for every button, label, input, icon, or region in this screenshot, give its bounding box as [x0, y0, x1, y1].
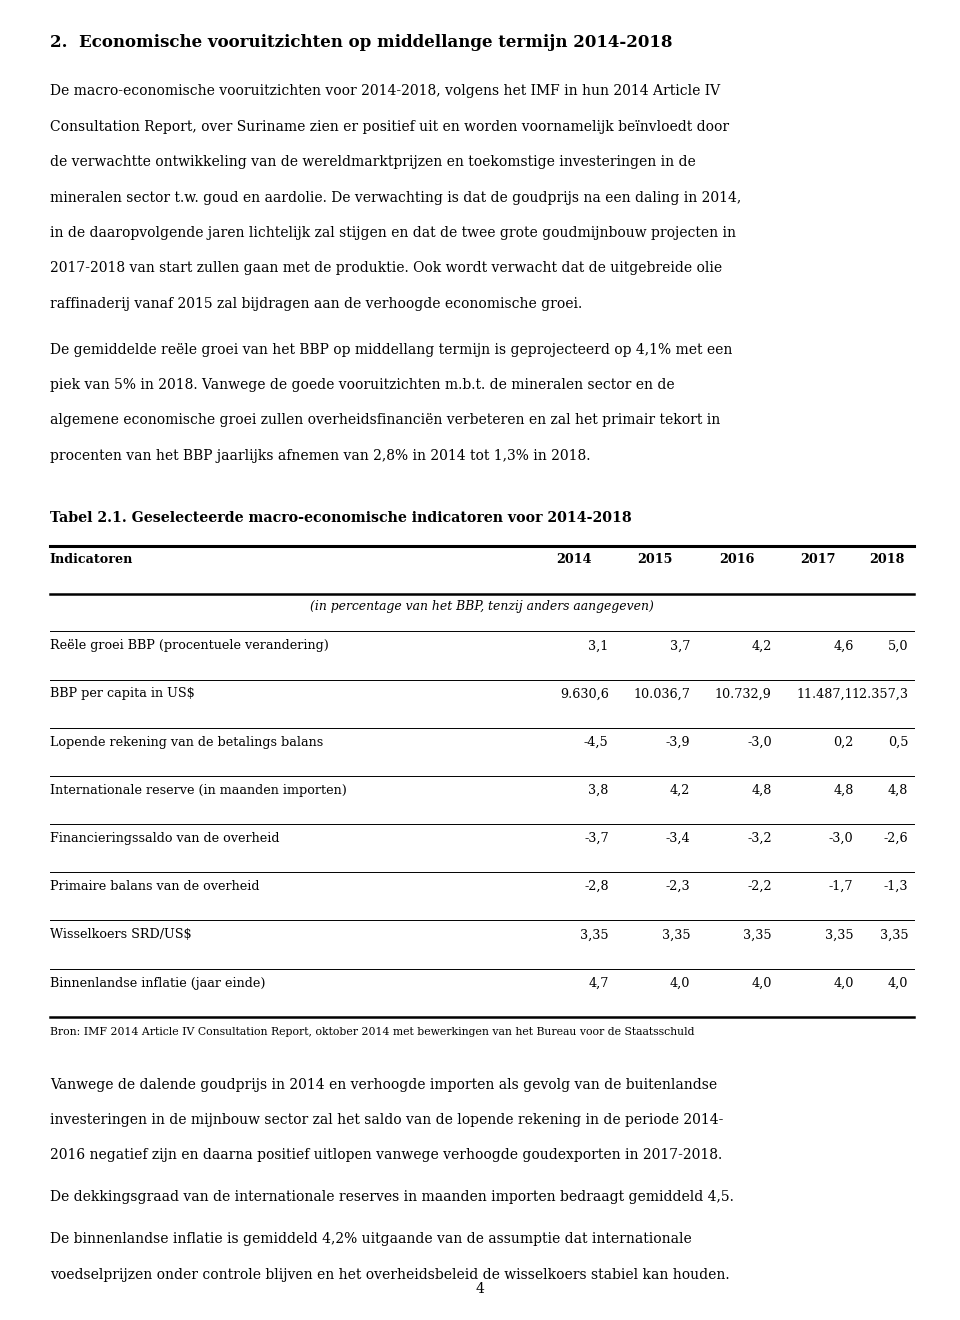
- Text: -2,2: -2,2: [747, 880, 772, 894]
- Text: Consultation Report, over Suriname zien er positief uit en worden voornamelijk b: Consultation Report, over Suriname zien …: [50, 120, 729, 133]
- Text: Internationale reserve (in maanden importen): Internationale reserve (in maanden impor…: [50, 784, 347, 797]
- Text: Binnenlandse inflatie (jaar einde): Binnenlandse inflatie (jaar einde): [50, 977, 265, 990]
- Text: -3,7: -3,7: [584, 832, 609, 845]
- Text: 3,35: 3,35: [661, 928, 690, 941]
- Text: 3,8: 3,8: [588, 784, 609, 797]
- Text: BBP per capita in US$: BBP per capita in US$: [50, 688, 195, 701]
- Text: -3,0: -3,0: [828, 832, 853, 845]
- Text: -2,8: -2,8: [584, 880, 609, 894]
- Text: Indicatoren: Indicatoren: [50, 553, 133, 566]
- Text: 9.630,6: 9.630,6: [560, 688, 609, 701]
- Text: 3,35: 3,35: [825, 928, 853, 941]
- Text: 4,8: 4,8: [833, 784, 853, 797]
- Text: Financieringssaldo van de overheid: Financieringssaldo van de overheid: [50, 832, 279, 845]
- Text: 2017: 2017: [801, 553, 836, 566]
- Text: algemene economische groei zullen overheidsfinanciën verbeteren en zal het prima: algemene economische groei zullen overhe…: [50, 413, 720, 428]
- Text: mineralen sector t.w. goud en aardolie. De verwachting is dat de goudprijs na ee: mineralen sector t.w. goud en aardolie. …: [50, 190, 741, 205]
- Text: 4: 4: [475, 1282, 485, 1296]
- Text: 2.  Economische vooruitzichten op middellange termijn 2014-2018: 2. Economische vooruitzichten op middell…: [50, 34, 672, 51]
- Text: 4,8: 4,8: [888, 784, 908, 797]
- Text: (in percentage van het BBP, tenzij anders aangegeven): (in percentage van het BBP, tenzij ander…: [310, 599, 654, 612]
- Text: -2,6: -2,6: [883, 832, 908, 845]
- Text: 0,5: 0,5: [888, 735, 908, 748]
- Text: voedselprijzen onder controle blijven en het overheidsbeleid de wisselkoers stab: voedselprijzen onder controle blijven en…: [50, 1267, 730, 1282]
- Text: 0,2: 0,2: [833, 735, 853, 748]
- Text: De macro-economische vooruitzichten voor 2014-2018, volgens het IMF in hun 2014 : De macro-economische vooruitzichten voor…: [50, 84, 720, 99]
- Text: 12.357,3: 12.357,3: [852, 688, 908, 701]
- Text: -1,3: -1,3: [883, 880, 908, 894]
- Text: 4,0: 4,0: [888, 977, 908, 990]
- Text: -3,0: -3,0: [747, 735, 772, 748]
- Text: investeringen in de mijnbouw sector zal het saldo van de lopende rekening in de : investeringen in de mijnbouw sector zal …: [50, 1113, 723, 1127]
- Text: De gemiddelde reële groei van het BBP op middellang termijn is geprojecteerd op : De gemiddelde reële groei van het BBP op…: [50, 343, 732, 356]
- Text: 4,0: 4,0: [833, 977, 853, 990]
- Text: -4,5: -4,5: [584, 735, 609, 748]
- Text: 2017-2018 van start zullen gaan met de produktie. Ook wordt verwacht dat de uitg: 2017-2018 van start zullen gaan met de p…: [50, 261, 722, 276]
- Text: raffinaderij vanaf 2015 zal bijdragen aan de verhoogde economische groei.: raffinaderij vanaf 2015 zal bijdragen aa…: [50, 297, 582, 310]
- Text: 3,7: 3,7: [670, 639, 690, 652]
- Text: -2,3: -2,3: [665, 880, 690, 894]
- Text: 2018: 2018: [869, 553, 904, 566]
- Text: 4,6: 4,6: [833, 639, 853, 652]
- Text: 11.487,1: 11.487,1: [797, 688, 853, 701]
- Text: 4,7: 4,7: [588, 977, 609, 990]
- Text: 4,8: 4,8: [752, 784, 772, 797]
- Text: De binnenlandse inflatie is gemiddeld 4,2% uitgaande van de assumptie dat intern: De binnenlandse inflatie is gemiddeld 4,…: [50, 1233, 691, 1246]
- Text: 4,2: 4,2: [752, 639, 772, 652]
- Text: Wisselkoers SRD/US$: Wisselkoers SRD/US$: [50, 928, 192, 941]
- Text: 3,35: 3,35: [743, 928, 772, 941]
- Text: piek van 5% in 2018. Vanwege de goede vooruitzichten m.b.t. de mineralen sector : piek van 5% in 2018. Vanwege de goede vo…: [50, 378, 675, 392]
- Text: 3,35: 3,35: [879, 928, 908, 941]
- Text: Vanwege de dalende goudprijs in 2014 en verhoogde importen als gevolg van de bui: Vanwege de dalende goudprijs in 2014 en …: [50, 1077, 717, 1092]
- Text: 5,0: 5,0: [888, 639, 908, 652]
- Text: -3,9: -3,9: [665, 735, 690, 748]
- Text: -3,4: -3,4: [665, 832, 690, 845]
- Text: 3,35: 3,35: [580, 928, 609, 941]
- Text: Reële groei BBP (procentuele verandering): Reële groei BBP (procentuele verandering…: [50, 639, 328, 652]
- Text: 10.036,7: 10.036,7: [634, 688, 690, 701]
- Text: procenten van het BBP jaarlijks afnemen van 2,8% in 2014 tot 1,3% in 2018.: procenten van het BBP jaarlijks afnemen …: [50, 449, 590, 463]
- Text: de verwachtte ontwikkeling van de wereldmarktprijzen en toekomstige investeringe: de verwachtte ontwikkeling van de wereld…: [50, 156, 696, 169]
- Text: -3,2: -3,2: [747, 832, 772, 845]
- Text: in de daaropvolgende jaren lichtelijk zal stijgen en dat de twee grote goudmijnb: in de daaropvolgende jaren lichtelijk za…: [50, 226, 736, 240]
- Text: Primaire balans van de overheid: Primaire balans van de overheid: [50, 880, 259, 894]
- Text: 10.732,9: 10.732,9: [715, 688, 772, 701]
- Text: Lopende rekening van de betalings balans: Lopende rekening van de betalings balans: [50, 735, 324, 748]
- Text: 4,2: 4,2: [670, 784, 690, 797]
- Text: 3,1: 3,1: [588, 639, 609, 652]
- Text: -1,7: -1,7: [828, 880, 853, 894]
- Text: Tabel 2.1. Geselecteerde macro-economische indicatoren voor 2014-2018: Tabel 2.1. Geselecteerde macro-economisc…: [50, 511, 632, 524]
- Text: 2016 negatief zijn en daarna positief uitlopen vanwege verhoogde goudexporten in: 2016 negatief zijn en daarna positief ui…: [50, 1148, 722, 1163]
- Text: 2016: 2016: [719, 553, 755, 566]
- Text: De dekkingsgraad van de internationale reserves in maanden importen bedraagt gem: De dekkingsgraad van de internationale r…: [50, 1191, 733, 1204]
- Text: 2014: 2014: [556, 553, 591, 566]
- Text: 4,0: 4,0: [752, 977, 772, 990]
- Text: 4,0: 4,0: [670, 977, 690, 990]
- Text: Bron: IMF 2014 Article IV Consultation Report, oktober 2014 met bewerkingen van : Bron: IMF 2014 Article IV Consultation R…: [50, 1027, 694, 1038]
- Text: 2015: 2015: [637, 553, 673, 566]
